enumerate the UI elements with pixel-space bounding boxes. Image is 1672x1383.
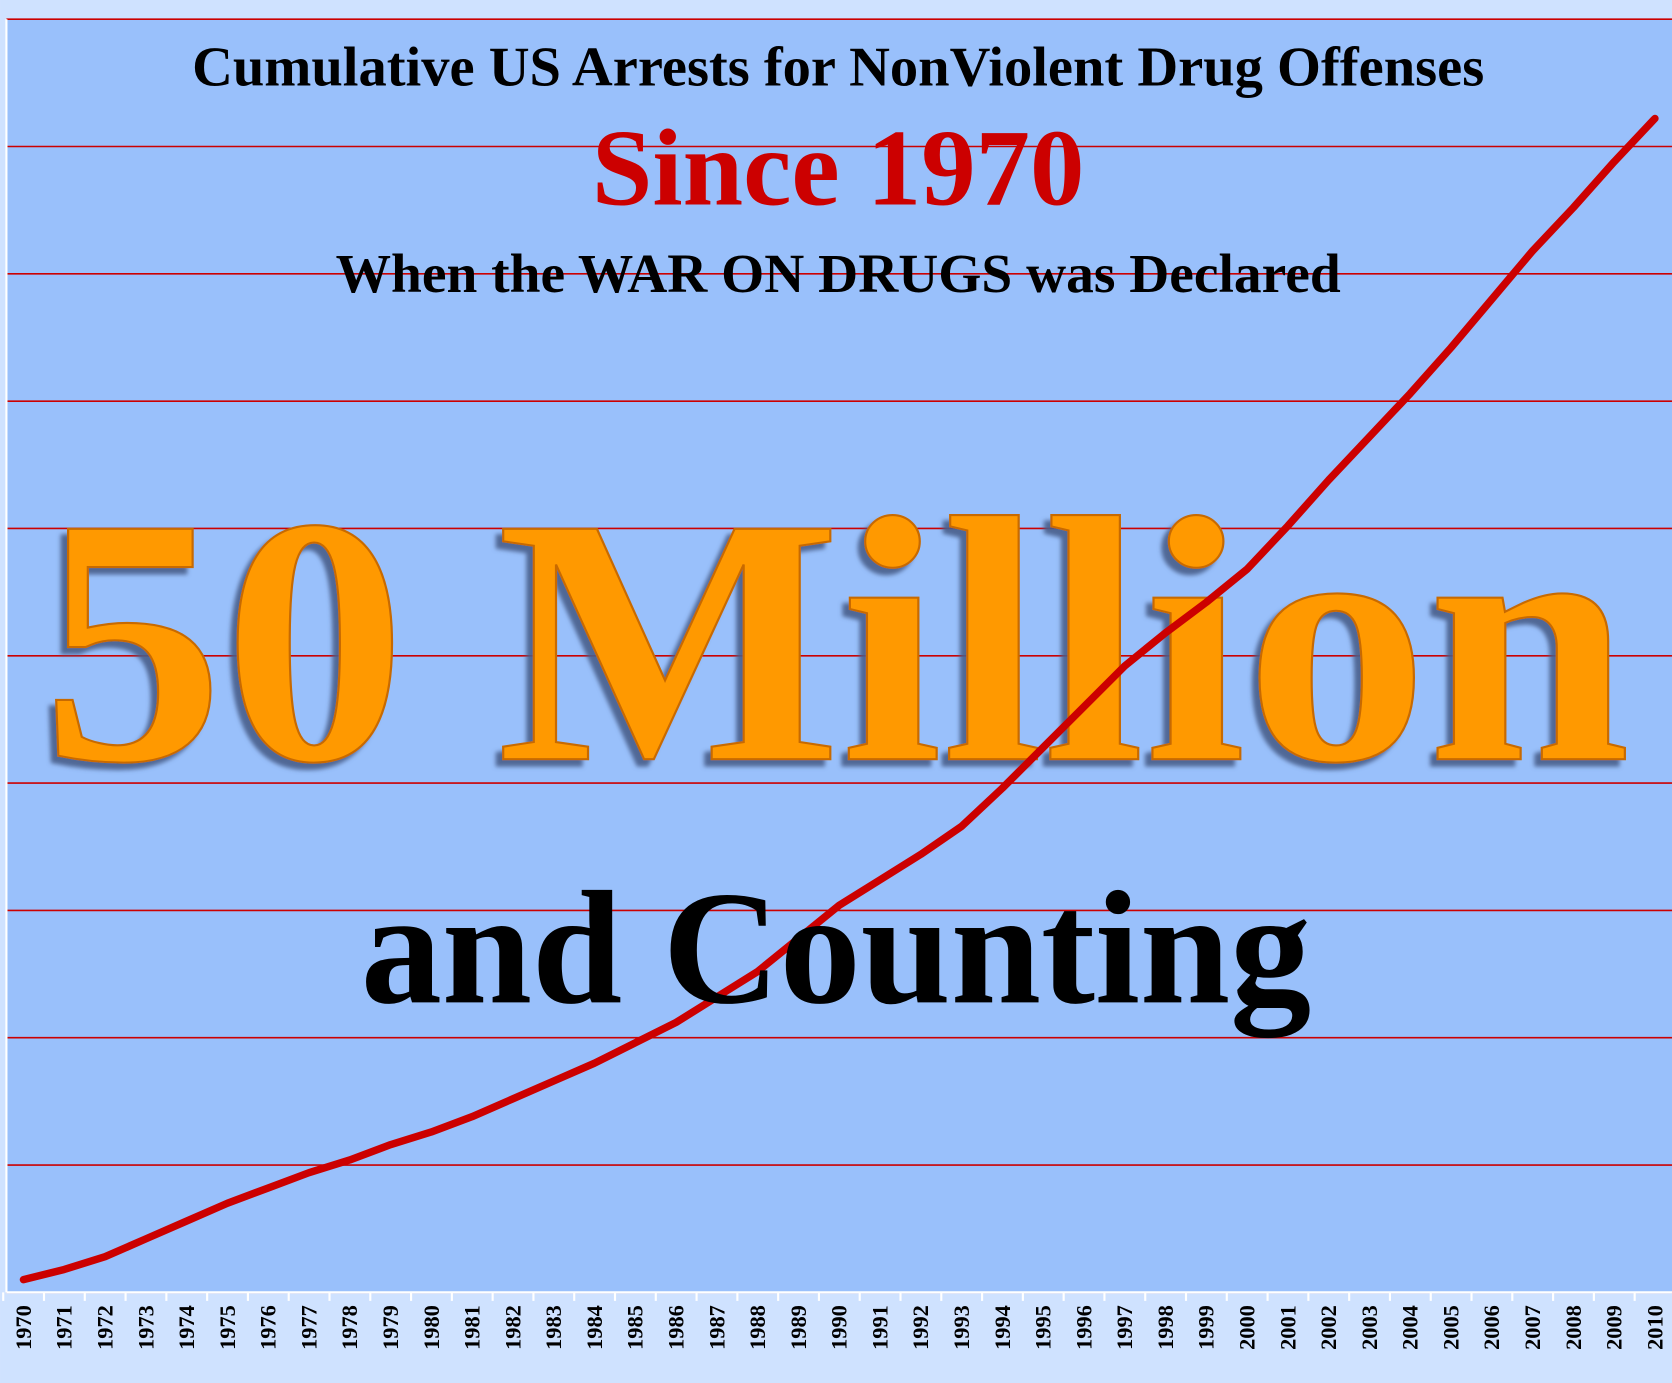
- x-tick-label: 2010: [1642, 1305, 1667, 1350]
- x-tick-label: 1971: [52, 1305, 77, 1350]
- x-tick-label: 1976: [256, 1305, 281, 1350]
- x-tick-label: 1994: [990, 1305, 1015, 1350]
- annotation: 50 Million: [42, 446, 1631, 836]
- x-tick-label: 1974: [174, 1305, 199, 1350]
- x-tick-label: 1973: [133, 1305, 158, 1350]
- x-tick-label: 2001: [1275, 1305, 1300, 1350]
- x-tick-label: 2006: [1479, 1305, 1504, 1350]
- chart-title: Cumulative US Arrests for NonViolent Dru…: [192, 36, 1484, 98]
- x-tick-label: 1991: [867, 1305, 892, 1350]
- annotation: and Counting: [361, 859, 1311, 1038]
- x-tick-label: 1987: [704, 1305, 729, 1350]
- x-tick-label: 1983: [541, 1305, 566, 1350]
- x-tick-label: 1995: [1031, 1305, 1056, 1350]
- x-tick-label: 1998: [1153, 1305, 1178, 1350]
- chart-subtitle: Since 1970: [592, 108, 1084, 229]
- x-tick-label: 2007: [1520, 1305, 1545, 1350]
- x-tick-label: 1993: [949, 1305, 974, 1350]
- x-tick-label: 1989: [786, 1305, 811, 1350]
- x-tick-label: 2002: [1316, 1305, 1341, 1350]
- x-tick-label: 1975: [215, 1305, 240, 1350]
- x-tick-label: 2000: [1235, 1305, 1260, 1350]
- x-tick-label: 1992: [908, 1305, 933, 1350]
- x-tick-label: 1996: [1071, 1305, 1096, 1350]
- x-tick-label: 1982: [500, 1305, 525, 1350]
- x-tick-label: 1977: [296, 1305, 321, 1350]
- x-tick-label: 2009: [1602, 1305, 1627, 1350]
- x-tick-label: 1980: [419, 1305, 444, 1350]
- x-tick-label: 1990: [827, 1305, 852, 1350]
- x-tick-label: 1984: [582, 1305, 607, 1350]
- x-tick-label: 1979: [378, 1305, 403, 1350]
- x-tick-label: 1970: [11, 1305, 36, 1350]
- x-tick-label: 1978: [337, 1305, 362, 1350]
- x-tick-label: 1986: [664, 1305, 689, 1350]
- x-tick-label: 1985: [623, 1305, 648, 1350]
- annotation: When the WAR ON DRUGS was Declared: [336, 243, 1341, 304]
- x-tick-label: 1972: [93, 1305, 118, 1350]
- x-tick-label: 2004: [1398, 1305, 1423, 1350]
- x-tick-label: 1988: [745, 1305, 770, 1350]
- x-tick-label: 2008: [1561, 1305, 1586, 1350]
- data-line: [19, 114, 1659, 1284]
- x-tick-label: 1997: [1112, 1305, 1137, 1350]
- x-tick-label: 1999: [1194, 1305, 1219, 1350]
- x-tick-label: 2003: [1357, 1305, 1382, 1350]
- x-tick-label: 1981: [460, 1305, 485, 1350]
- x-tick-label: 2005: [1438, 1305, 1463, 1350]
